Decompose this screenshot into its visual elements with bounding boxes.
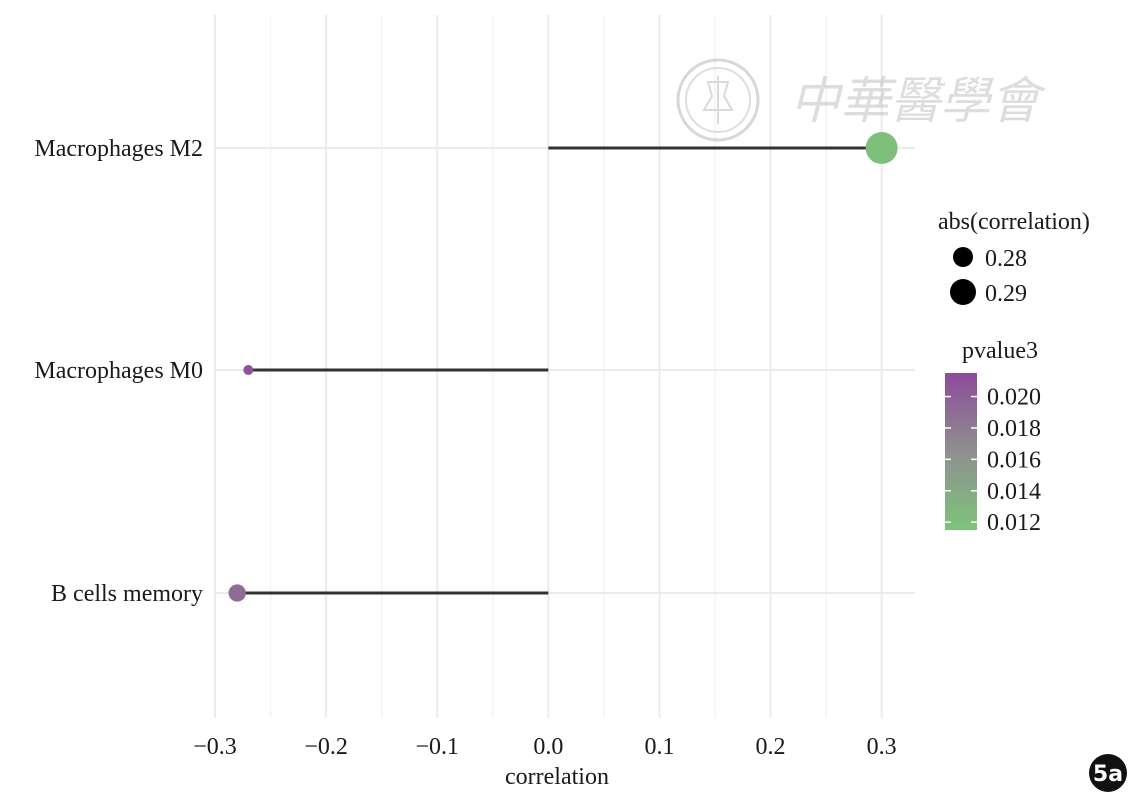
lollipop-point: [243, 365, 254, 375]
y-tick-label: B cells memory: [51, 581, 203, 607]
size-legend: abs(correlation) 0.28 0.29: [938, 209, 1090, 307]
x-tick-label: 0.3: [867, 734, 897, 760]
x-tick-label: 0.2: [756, 734, 786, 760]
color-legend-label: 0.014: [987, 479, 1041, 505]
color-legend-label: 0.020: [987, 385, 1041, 411]
lollipop-point: [865, 132, 898, 164]
size-legend-key: [950, 279, 976, 305]
color-legend-title: pvalue3: [962, 338, 1038, 364]
lollipop-point: [228, 584, 246, 602]
x-tick-label: 0.0: [533, 734, 563, 760]
color-legend-label: 0.012: [987, 510, 1041, 536]
x-tick-label: −0.2: [304, 734, 348, 760]
y-tick-label: Macrophages M2: [34, 136, 203, 162]
x-tick-label: −0.1: [415, 734, 459, 760]
figure-badge: 5a: [1089, 754, 1127, 792]
y-tick-label: Macrophages M0: [34, 358, 203, 384]
x-axis-title: correlation: [505, 764, 609, 790]
x-tick-label: 0.1: [644, 734, 674, 760]
color-legend-bar: [945, 373, 977, 530]
size-legend-key: [953, 247, 973, 267]
x-tick-label: −0.3: [193, 734, 237, 760]
lollipop-segments: [237, 146, 882, 595]
size-legend-label: 0.29: [985, 281, 1027, 307]
watermark: 中華醫學會: [676, 58, 1046, 142]
size-legend-title: abs(correlation): [938, 209, 1090, 235]
color-legend-label: 0.016: [987, 447, 1041, 473]
color-legend-label: 0.018: [987, 416, 1041, 442]
x-axis-tick-labels: −0.3 −0.2 −0.1 0.0 0.1 0.2 0.3: [193, 734, 896, 760]
color-legend: pvalue3 0.020 0.018 0.016 0.014 0.012: [945, 338, 1041, 536]
size-legend-label: 0.28: [985, 246, 1027, 272]
lollipop-points: [228, 132, 898, 602]
society-seal-icon: [676, 58, 760, 142]
figure-badge-label: 5a: [1093, 762, 1123, 787]
watermark-text: 中華醫學會: [790, 72, 1046, 130]
y-axis-labels: Macrophages M2 Macrophages M0 B cells memo…: [34, 136, 203, 607]
